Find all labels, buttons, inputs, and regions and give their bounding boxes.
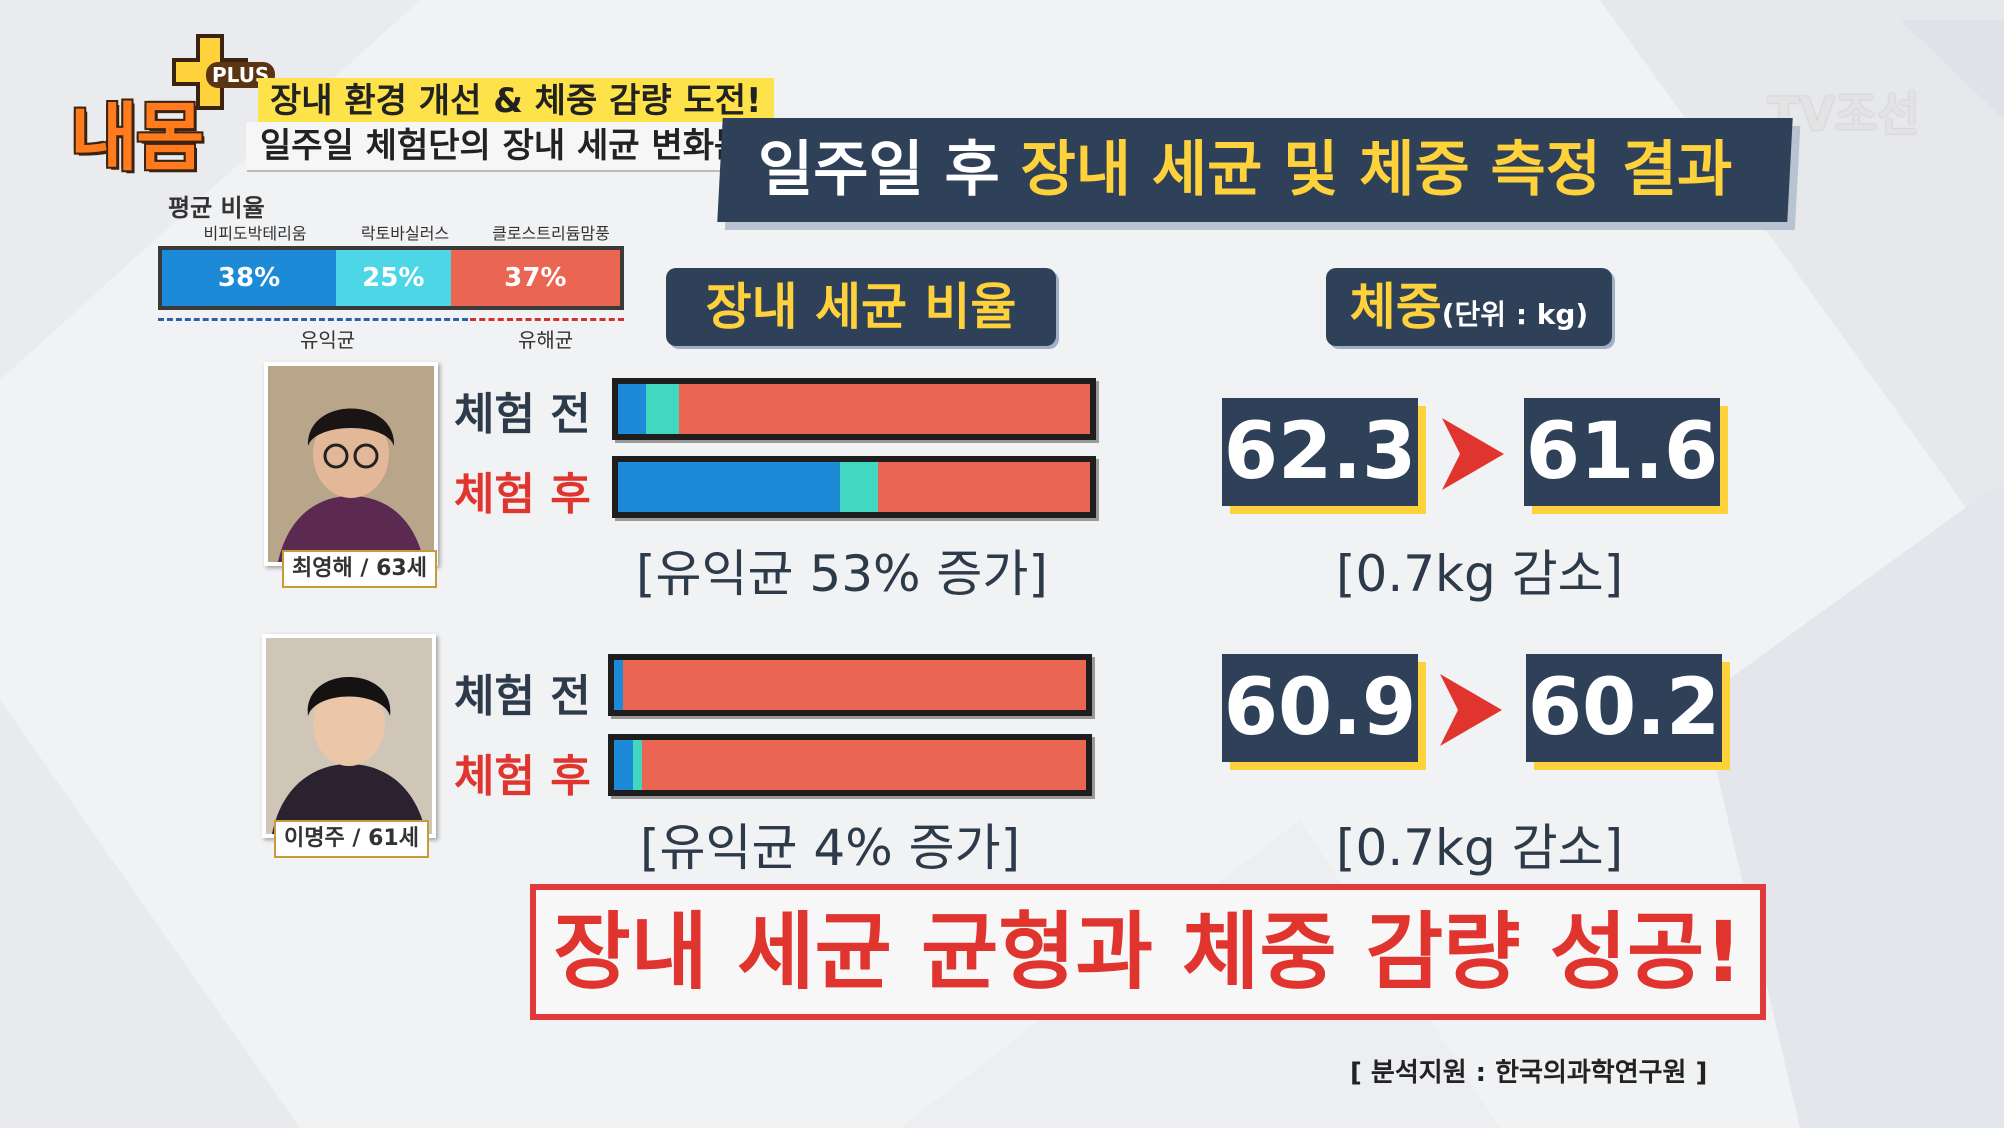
weight-after-2: 60.2	[1526, 654, 1722, 762]
weight-after-1: 61.6	[1524, 398, 1720, 506]
legend-title: 평균 비율	[168, 194, 265, 222]
bacteria-bar-before-1	[612, 378, 1096, 440]
bacteria-bar-before-2	[608, 654, 1092, 716]
average-ratio-bar: 38% 25% 37%	[158, 246, 624, 310]
arrow-right-icon	[1442, 418, 1504, 490]
weight-before-2: 60.9	[1222, 654, 1418, 762]
bacteria-note-2: [유익균 4% 증가]	[640, 819, 1021, 877]
bad-bacteria-bracket	[470, 318, 624, 321]
good-bacteria-segment	[614, 740, 633, 790]
arrow-right-icon	[1440, 674, 1502, 746]
good-bacteria-label: 유익균	[300, 328, 356, 352]
legend-name-clostridium: 클로스트리듐맘풍	[492, 224, 610, 243]
bad-bacteria-segment	[679, 384, 1090, 434]
bacteria-bar-after-2	[608, 734, 1092, 796]
bacteria-note-1: [유익균 53% 증가]	[636, 545, 1048, 603]
caption-bottom: 일주일 체험단의 장내 세균 변화는?	[246, 122, 779, 170]
after-label-1: 체험 후	[454, 469, 591, 520]
channel-watermark: TV조선	[1768, 87, 1920, 141]
average-segment-lacto: 25%	[336, 250, 451, 306]
before-label-1: 체험 전	[454, 389, 591, 440]
person-name-1: 최영해 / 63세	[282, 550, 437, 588]
legend-name-bifido: 비피도박테리움	[203, 224, 307, 243]
weight-note-1: [0.7kg 감소]	[1336, 545, 1624, 603]
weight-note-2: [0.7kg 감소]	[1336, 819, 1624, 877]
good-bacteria-bracket	[158, 318, 468, 321]
bad-bacteria-segment	[642, 740, 1086, 790]
lacto-segment	[839, 462, 878, 512]
weight-before-1: 62.3	[1222, 398, 1418, 506]
average-segment-bifido: 38%	[162, 250, 337, 306]
person-photo-2	[262, 634, 436, 838]
good-bacteria-segment	[618, 384, 647, 434]
bad-bacteria-label: 유해균	[518, 328, 574, 352]
lacto-segment	[646, 384, 680, 434]
bad-bacteria-segment	[877, 462, 1090, 512]
after-label-2: 체험 후	[454, 751, 591, 802]
caption-top: 장내 환경 개선 & 체중 감량 도전!	[258, 78, 774, 124]
show-logo: 내몸	[70, 95, 204, 181]
conclusion-banner: 장내 세균 균형과 체중 감량 성공!	[530, 884, 1766, 1020]
person-2-portrait	[266, 638, 432, 834]
average-segment-clostridium: 37%	[450, 250, 620, 306]
legend-name-lacto: 락토바실러스	[360, 224, 450, 243]
before-label-2: 체험 전	[454, 671, 591, 722]
plus-badge: PLUS	[206, 62, 276, 88]
page-title: 일주일 후 장내 세균 및 체중 측정 결과	[758, 135, 1733, 205]
good-bacteria-segment	[618, 462, 840, 512]
person-1-portrait	[268, 366, 434, 562]
bacteria-ratio-header: 장내 세균 비율	[666, 268, 1056, 346]
source-credit: [ 분석지원 : 한국의과학연구원 ]	[1350, 1058, 1708, 1088]
weight-header: 체중(단위 : kg)	[1326, 268, 1612, 346]
lacto-segment	[632, 740, 643, 790]
person-name-2: 이명주 / 61세	[274, 820, 429, 858]
bad-bacteria-segment	[623, 660, 1086, 710]
bacteria-bar-after-1	[612, 456, 1096, 518]
good-bacteria-segment	[614, 660, 624, 710]
person-photo-1	[264, 362, 438, 566]
